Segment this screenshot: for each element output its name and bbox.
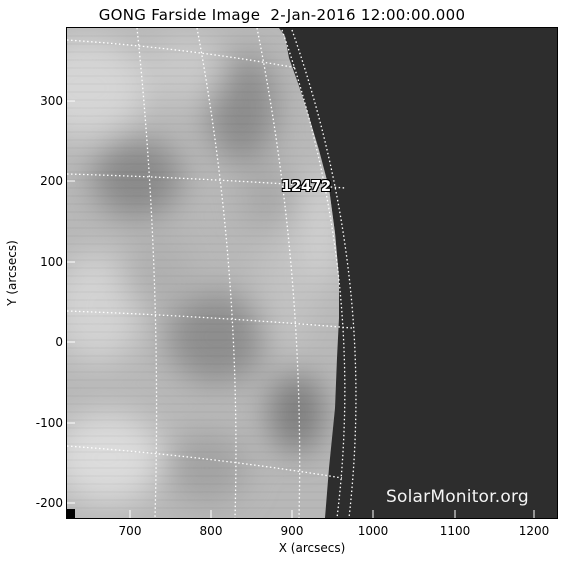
y-axis-label: Y (arcsecs) <box>5 240 19 306</box>
longitude-line <box>256 28 301 518</box>
solar-image-panel: 12472 SolarMonitor.org <box>67 28 557 518</box>
coordinate-grid <box>67 28 357 518</box>
x-axis-label: X (arcsecs) <box>278 541 346 555</box>
plot-title: GONG Farside Image 2-Jan-2016 12:00:00.0… <box>98 6 466 24</box>
y-tick-label: -200 <box>35 496 63 510</box>
x-tick-label: 900 <box>280 524 304 538</box>
latitude-line <box>67 310 353 329</box>
x-tick-label: 1200 <box>518 524 550 538</box>
x-tick-label: 1100 <box>439 524 471 538</box>
y-tick-label: 0 <box>55 335 63 349</box>
active-region-label: 12472 <box>281 177 331 195</box>
corner-marker <box>67 509 75 518</box>
longitude-line <box>196 28 237 518</box>
solar-disk <box>67 28 339 518</box>
y-tick-label: 100 <box>40 255 63 269</box>
y-tick-label: 300 <box>40 94 63 108</box>
x-tick-label: 800 <box>199 524 223 538</box>
farside-map <box>67 28 357 518</box>
y-tick-label: 200 <box>40 174 63 188</box>
x-tick-label: 1000 <box>357 524 389 538</box>
x-tick-label: 700 <box>118 524 142 538</box>
watermark: SolarMonitor.org <box>386 487 529 507</box>
y-tick-label: -100 <box>35 416 63 430</box>
